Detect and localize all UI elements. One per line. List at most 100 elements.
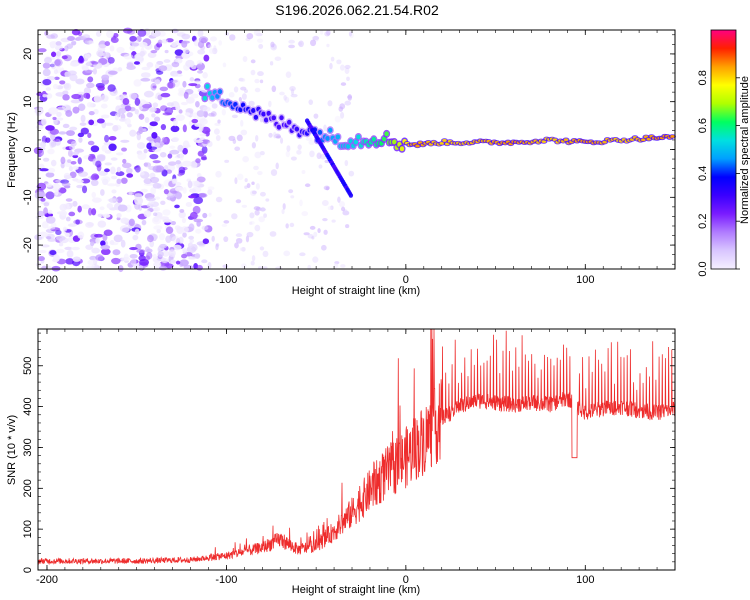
spectrogram-speckle bbox=[152, 182, 162, 189]
spectrogram-speckle bbox=[154, 116, 161, 122]
spectrogram-speckle bbox=[240, 119, 244, 127]
spectrogram-speckle bbox=[54, 45, 63, 51]
spectrogram-speckle bbox=[128, 190, 133, 196]
spectrogram-speckle bbox=[110, 242, 119, 246]
spectrogram-speckle bbox=[104, 162, 112, 166]
spectrogram-speckle bbox=[75, 219, 80, 225]
spectrogram-speckle bbox=[53, 69, 58, 75]
spectrogram-speckle bbox=[62, 94, 70, 101]
spectrogram-speckle bbox=[253, 165, 259, 171]
spectrogram-speckle bbox=[55, 50, 62, 57]
spectrogram-speckle bbox=[143, 162, 152, 168]
spectrogram-speckle bbox=[69, 144, 75, 150]
spectrogram-speckle bbox=[136, 132, 142, 141]
spectrogram-speckle bbox=[130, 257, 137, 266]
spectrogram-speckle bbox=[109, 45, 115, 52]
spectrogram-speckle bbox=[190, 160, 198, 169]
spectrogram-speckle bbox=[52, 83, 59, 90]
spectrogram-speckle bbox=[42, 157, 50, 162]
spectrogram-speckle bbox=[182, 48, 190, 54]
spectrogram-speckle bbox=[38, 249, 47, 254]
spectrogram-speckle bbox=[66, 250, 74, 258]
spectrogram-xlabel: Height of straight line (km) bbox=[292, 285, 420, 297]
spectrogram-speckle bbox=[344, 67, 350, 74]
spectrogram-speckle bbox=[297, 144, 302, 150]
spectrogram-speckle bbox=[160, 123, 167, 131]
spectrogram-speckle bbox=[178, 87, 186, 94]
spectrogram-speckle bbox=[45, 191, 55, 200]
spectrogram-speckle bbox=[71, 40, 77, 46]
figure-title: S196.2026.062.21.54.R02 bbox=[275, 2, 439, 18]
spectrogram-speckle bbox=[340, 82, 347, 86]
spectrogram-speckle bbox=[229, 34, 236, 41]
spectrogram-speckle bbox=[104, 134, 110, 143]
spectrogram-speckle bbox=[185, 144, 191, 148]
spectrogram-speckle bbox=[92, 68, 98, 75]
spectrogram-speckle bbox=[36, 124, 44, 130]
spectrogram-speckle bbox=[134, 165, 141, 173]
spectrogram-speckle bbox=[100, 248, 111, 256]
spectrogram-speckle bbox=[75, 179, 84, 184]
spectrogram-speckle bbox=[122, 98, 130, 105]
spectrogram-speckle bbox=[161, 38, 169, 44]
spectrogram-speckle bbox=[241, 204, 248, 208]
spectrogram-speckle bbox=[166, 81, 176, 89]
spectrogram-speckle bbox=[188, 235, 195, 240]
spectrogram-speckle bbox=[336, 59, 342, 65]
spectrogram-speckle bbox=[124, 105, 132, 112]
spectrogram-speckle bbox=[148, 200, 154, 205]
spectrogram-speckle bbox=[164, 49, 169, 54]
spectrogram-speckle bbox=[213, 45, 217, 52]
spectrogram-speckle bbox=[154, 79, 161, 85]
spectrogram-speckle bbox=[347, 94, 353, 101]
spectrogram-marks bbox=[33, 27, 676, 273]
spectrogram-speckle bbox=[196, 176, 206, 183]
spectrogram-speckle bbox=[222, 62, 227, 68]
spectrogram-speckle bbox=[129, 92, 138, 100]
spectrogram-speckle bbox=[37, 256, 45, 262]
spectrogram-speckle bbox=[319, 29, 324, 35]
spectrogram-speckle bbox=[288, 44, 295, 49]
spectrogram-speckle bbox=[125, 167, 133, 174]
spectrogram-speckle bbox=[149, 176, 160, 184]
spectrogram-speckle bbox=[244, 178, 248, 183]
spectrogram-speckle bbox=[190, 93, 199, 99]
spectrogram-speckle bbox=[326, 29, 331, 36]
spectrogram-speckle bbox=[35, 262, 42, 268]
spectrogram-ytick-label: 0 bbox=[22, 146, 34, 152]
spectrogram-speckle bbox=[321, 199, 329, 206]
spectrogram-speckle bbox=[139, 41, 148, 48]
spectrogram-speckle bbox=[316, 152, 322, 160]
spectrogram-speckle bbox=[65, 216, 71, 222]
spectrogram-speckle bbox=[208, 212, 212, 217]
spectrogram-speckle bbox=[240, 129, 248, 136]
spectrogram-speckle bbox=[123, 53, 134, 60]
spectrogram-speckle bbox=[158, 65, 168, 72]
spectrogram-speckle bbox=[137, 152, 147, 160]
spectrogram-speckle bbox=[45, 183, 53, 188]
spectrogram-speckle bbox=[162, 218, 172, 223]
spectrogram-speckle bbox=[56, 111, 62, 118]
snr-panel: -200 -100 0 100 0 100 200 300 400 500 Height of s… bbox=[6, 328, 676, 596]
spectrogram-speckle bbox=[275, 162, 279, 170]
spectrogram-speckle bbox=[157, 250, 164, 258]
spectrogram-speckle bbox=[192, 205, 201, 214]
spectrogram-speckle bbox=[283, 94, 287, 101]
spectrogram-ridge-core bbox=[563, 138, 569, 142]
spectrogram-speckle bbox=[102, 51, 110, 58]
spectrogram-speckle bbox=[107, 57, 115, 64]
spectrogram-speckle bbox=[134, 98, 141, 106]
spectrogram-speckle bbox=[215, 196, 223, 203]
spectrogram-speckle bbox=[123, 253, 129, 260]
spectrogram-speckle bbox=[56, 248, 65, 254]
spectrogram-speckle bbox=[270, 169, 278, 177]
spectrogram-speckle bbox=[108, 197, 119, 204]
spectrogram-speckle bbox=[253, 29, 261, 36]
spectrogram-speckle bbox=[193, 180, 201, 187]
spectrogram-speckle bbox=[344, 64, 351, 69]
spectrogram-speckle bbox=[326, 43, 330, 48]
spectrogram-speckle bbox=[214, 122, 221, 127]
spectrogram-speckle bbox=[154, 196, 161, 200]
spectrogram-speckle bbox=[327, 100, 333, 107]
spectrogram-speckle bbox=[146, 234, 154, 243]
